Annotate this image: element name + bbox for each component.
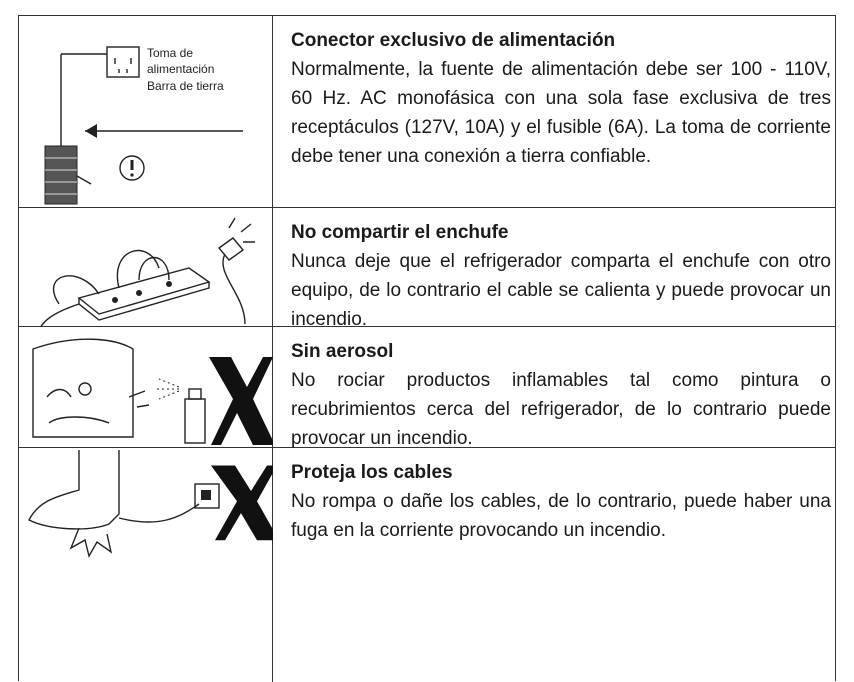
image-label: alimentación bbox=[147, 62, 214, 76]
aerosol-illustration bbox=[32, 338, 273, 445]
grounding-illustration: Toma de alimentación Barra de tierra bbox=[44, 46, 243, 205]
section-body: Nunca deje que el refrigerador comparta … bbox=[291, 251, 831, 330]
cell-text: No compartir el enchufe Nunca deje que e… bbox=[291, 218, 831, 334]
cell-text: Proteja los cables No rompa o dañe los c… bbox=[291, 458, 831, 545]
table-row: Toma de alimentación Barra de tierra Con… bbox=[19, 16, 835, 208]
illustration-cell: Toma de alimentación Barra de tierra bbox=[19, 16, 273, 207]
illustration-cell bbox=[19, 327, 273, 447]
table-row: Proteja los cables No rompa o dañe los c… bbox=[19, 448, 835, 682]
image-label: Barra de tierra bbox=[147, 79, 224, 93]
section-body: No rociar productos inflamables tal como… bbox=[291, 370, 831, 449]
section-title: Proteja los cables bbox=[291, 462, 453, 483]
illustration-cell bbox=[19, 208, 273, 327]
image-label: Toma de bbox=[147, 46, 193, 60]
section-body: Normalmente, la fuente de alimentación d… bbox=[291, 59, 831, 167]
table: Toma de alimentación Barra de tierra Con… bbox=[18, 15, 836, 682]
section-title: Conector exclusivo de alimentación bbox=[291, 30, 616, 51]
cell-text: Conector exclusivo de alimentación Norma… bbox=[291, 26, 831, 171]
section-title: No compartir el enchufe bbox=[291, 222, 509, 243]
table-row: Sin aerosol No rociar productos inflamab… bbox=[19, 327, 835, 449]
section-body: No rompa o dañe los cables, de lo contra… bbox=[291, 491, 831, 541]
cable-illustration bbox=[28, 450, 273, 558]
illustration-cell bbox=[19, 448, 273, 682]
section-title: Sin aerosol bbox=[291, 341, 394, 362]
power-strip-illustration bbox=[40, 217, 255, 327]
cell-text: Sin aerosol No rociar productos inflamab… bbox=[291, 337, 831, 453]
table-row: No compartir el enchufe Nunca deje que e… bbox=[19, 208, 835, 330]
